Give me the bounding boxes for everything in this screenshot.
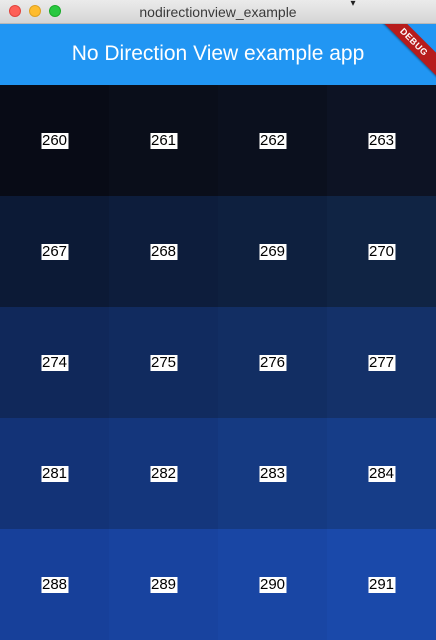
tile-label: 290 xyxy=(258,575,287,593)
grid-tile[interactable]: 277 xyxy=(327,307,436,418)
grid-tile[interactable]: 268 xyxy=(109,196,218,307)
tile-label: 288 xyxy=(40,575,69,593)
tile-label: 282 xyxy=(149,464,178,482)
grid-tile[interactable]: 290 xyxy=(218,529,327,640)
grid-tile[interactable]: 269 xyxy=(218,196,327,307)
tile-label: 261 xyxy=(149,131,178,149)
tile-label: 274 xyxy=(40,353,69,371)
tile-label: 268 xyxy=(149,242,178,260)
grid-tile[interactable]: 275 xyxy=(109,307,218,418)
grid-tile[interactable]: 262 xyxy=(218,85,327,196)
tile-label: 291 xyxy=(367,575,396,593)
tile-label: 270 xyxy=(367,242,396,260)
tile-label: 262 xyxy=(258,131,287,149)
grid-tile[interactable]: 260 xyxy=(0,85,109,196)
cursor-icon: ▾ xyxy=(350,0,356,9)
grid-tile[interactable]: 282 xyxy=(109,418,218,529)
grid-tile[interactable]: 284 xyxy=(327,418,436,529)
tile-label: 289 xyxy=(149,575,178,593)
window-titlebar[interactable]: nodirectionview_example ▾ xyxy=(0,0,436,24)
tile-label: 276 xyxy=(258,353,287,371)
grid-tile[interactable]: 288 xyxy=(0,529,109,640)
window-close-button[interactable] xyxy=(9,5,21,17)
app-bar: No Direction View example app DEBUG xyxy=(0,24,436,85)
tile-label: 263 xyxy=(367,131,396,149)
grid-tile[interactable]: 267 xyxy=(0,196,109,307)
grid-tile[interactable]: 283 xyxy=(218,418,327,529)
tile-label: 281 xyxy=(40,464,69,482)
grid-tile[interactable]: 289 xyxy=(109,529,218,640)
tile-label: 277 xyxy=(367,353,396,371)
window-title: nodirectionview_example xyxy=(139,4,297,20)
app-bar-title: No Direction View example app xyxy=(71,42,365,65)
window-minimize-button[interactable] xyxy=(29,5,41,17)
window-maximize-button[interactable] xyxy=(49,5,61,17)
grid-tile[interactable]: 261 xyxy=(109,85,218,196)
grid-tile[interactable]: 291 xyxy=(327,529,436,640)
tile-label: 260 xyxy=(40,131,69,149)
grid-tile[interactable]: 270 xyxy=(327,196,436,307)
tile-grid[interactable]: 260 261 262 263 267 268 269 270 274 275 … xyxy=(0,85,436,640)
tile-label: 283 xyxy=(258,464,287,482)
tile-label: 284 xyxy=(367,464,396,482)
tile-label: 269 xyxy=(258,242,287,260)
tile-label: 267 xyxy=(40,242,69,260)
grid-tile[interactable]: 263 xyxy=(327,85,436,196)
grid-tile[interactable]: 276 xyxy=(218,307,327,418)
tile-label: 275 xyxy=(149,353,178,371)
grid-tile[interactable]: 274 xyxy=(0,307,109,418)
grid-tile[interactable]: 281 xyxy=(0,418,109,529)
